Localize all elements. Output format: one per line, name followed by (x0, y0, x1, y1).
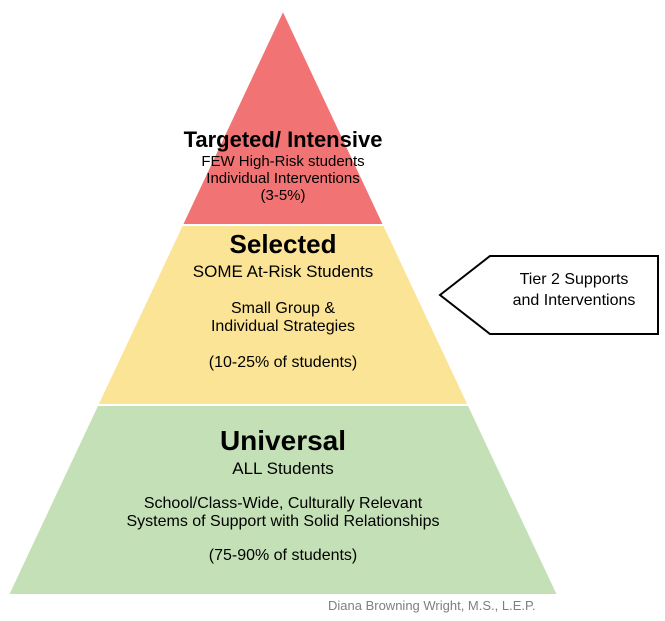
tier-top-text-block: Targeted/ Intensive FEW High-Risk studen… (0, 128, 566, 204)
attribution-text: Diana Browning Wright, M.S., L.E.P. (328, 598, 536, 613)
tier-bottom-text-block: Universal ALL Students School/Class-Wide… (0, 425, 566, 565)
spacer (0, 531, 566, 547)
tier-middle-line4: (10-25% of students) (0, 354, 566, 372)
pyramid-diagram: Targeted/ Intensive FEW High-Risk studen… (0, 0, 665, 621)
tier-middle-line3: Individual Strategies (0, 318, 566, 336)
tier-top-title: Targeted/ Intensive (0, 128, 566, 151)
tier-bottom-line3: Systems of Support with Solid Relationsh… (0, 513, 566, 531)
tier-middle-line2: Small Group & (0, 300, 566, 318)
tier-bottom-line2: School/Class-Wide, Culturally Relevant (0, 495, 566, 513)
spacer (0, 479, 566, 495)
callout-line2: and Interventions (494, 291, 654, 312)
tier-top-line1: FEW High-Risk students (0, 153, 566, 170)
tier-bottom-title: Universal (0, 425, 566, 457)
spacer (0, 282, 566, 300)
tier-top-line2: Individual Interventions (0, 170, 566, 187)
tier-middle-line1: SOME At-Risk Students (0, 262, 566, 282)
callout-text-block: Tier 2 Supports and Interventions (494, 270, 654, 312)
tier-top-line3: (3-5%) (0, 187, 566, 204)
tier-middle-text-block: Selected SOME At-Risk Students Small Gro… (0, 229, 566, 372)
callout-line1: Tier 2 Supports (494, 270, 654, 291)
tier-bottom-line1: ALL Students (0, 459, 566, 479)
tier-bottom-line4: (75-90% of students) (0, 547, 566, 565)
tier-middle-title: Selected (0, 229, 566, 260)
spacer (0, 336, 566, 354)
